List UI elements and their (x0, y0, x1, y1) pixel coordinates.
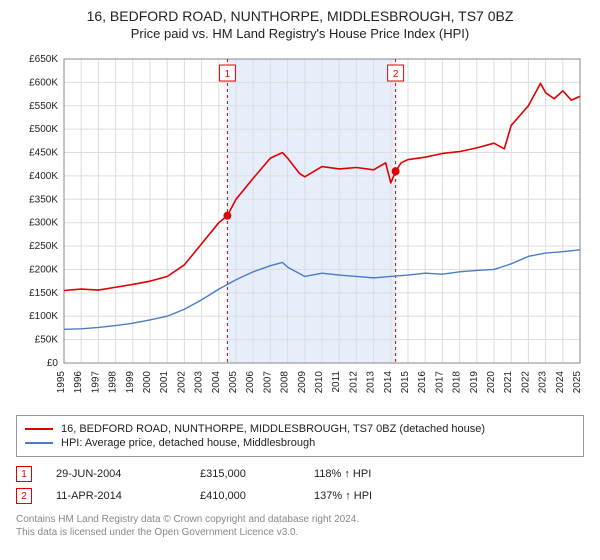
svg-text:2001: 2001 (159, 371, 170, 394)
page-subtitle: Price paid vs. HM Land Registry's House … (10, 26, 590, 41)
legend: 16, BEDFORD ROAD, NUNTHORPE, MIDDLESBROU… (16, 415, 584, 457)
svg-text:2025: 2025 (572, 371, 583, 394)
legend-item-property: 16, BEDFORD ROAD, NUNTHORPE, MIDDLESBROU… (25, 422, 575, 436)
svg-text:2017: 2017 (434, 371, 445, 394)
sale-marker-1: 1 (16, 466, 32, 482)
svg-text:1995: 1995 (56, 371, 67, 394)
svg-text:2019: 2019 (469, 371, 480, 394)
legend-label: 16, BEDFORD ROAD, NUNTHORPE, MIDDLESBROU… (61, 423, 485, 435)
svg-text:£600K: £600K (29, 77, 58, 88)
svg-text:2012: 2012 (348, 371, 359, 394)
svg-text:2014: 2014 (383, 371, 394, 394)
svg-text:2024: 2024 (555, 371, 566, 394)
svg-text:£100K: £100K (29, 311, 58, 322)
svg-text:£50K: £50K (35, 335, 59, 346)
svg-text:£650K: £650K (29, 54, 58, 65)
svg-text:2023: 2023 (538, 371, 549, 394)
svg-text:2002: 2002 (176, 371, 187, 394)
sale-price: £315,000 (200, 468, 290, 480)
svg-text:1999: 1999 (125, 371, 136, 394)
svg-text:£0: £0 (47, 358, 59, 369)
legend-item-hpi: HPI: Average price, detached house, Midd… (25, 436, 575, 450)
svg-text:2: 2 (393, 69, 399, 80)
svg-text:2021: 2021 (503, 371, 514, 394)
svg-text:2018: 2018 (452, 371, 463, 394)
sale-hpi: 118% ↑ HPI (314, 468, 424, 480)
svg-text:1: 1 (225, 69, 231, 80)
svg-text:2007: 2007 (262, 371, 273, 394)
svg-text:£150K: £150K (29, 288, 58, 299)
svg-text:£500K: £500K (29, 124, 58, 135)
svg-text:£450K: £450K (29, 148, 58, 159)
svg-text:2005: 2005 (228, 371, 239, 394)
svg-text:2008: 2008 (280, 371, 291, 394)
sale-price: £410,000 (200, 490, 290, 502)
svg-text:£550K: £550K (29, 101, 58, 112)
svg-text:1997: 1997 (90, 371, 101, 394)
price-chart: £0 £50K £100K £150K £200K £250K £300K £350K £400… (10, 47, 590, 407)
svg-text:1996: 1996 (73, 371, 84, 394)
svg-text:2020: 2020 (486, 371, 497, 394)
chart-svg: £0 £50K £100K £150K £200K £250K £300K £350K £400… (10, 47, 590, 407)
footer: Contains HM Land Registry data © Crown c… (16, 513, 584, 539)
footer-line: Contains HM Land Registry data © Crown c… (16, 513, 584, 526)
sale-date: 29-JUN-2004 (56, 468, 176, 480)
svg-text:2009: 2009 (297, 371, 308, 394)
svg-text:£250K: £250K (29, 241, 58, 252)
svg-text:2016: 2016 (417, 371, 428, 394)
svg-text:£300K: £300K (29, 218, 58, 229)
svg-text:1998: 1998 (108, 371, 119, 394)
page-title: 16, BEDFORD ROAD, NUNTHORPE, MIDDLESBROU… (10, 8, 590, 24)
svg-text:2013: 2013 (366, 371, 377, 394)
svg-text:2006: 2006 (245, 371, 256, 394)
svg-text:2003: 2003 (194, 371, 205, 394)
legend-swatch (25, 428, 53, 430)
sale-date: 11-APR-2014 (56, 490, 176, 502)
legend-swatch (25, 442, 53, 444)
svg-text:£400K: £400K (29, 171, 58, 182)
sale-hpi: 137% ↑ HPI (314, 490, 424, 502)
sale-row: 2 11-APR-2014 £410,000 137% ↑ HPI (16, 485, 584, 507)
svg-text:£350K: £350K (29, 194, 58, 205)
svg-text:2000: 2000 (142, 371, 153, 394)
svg-text:2015: 2015 (400, 371, 411, 394)
svg-text:2022: 2022 (520, 371, 531, 394)
svg-text:2010: 2010 (314, 371, 325, 394)
legend-label: HPI: Average price, detached house, Midd… (61, 437, 315, 449)
svg-text:2011: 2011 (331, 371, 342, 393)
footer-line: This data is licensed under the Open Gov… (16, 526, 584, 539)
sale-marker-2: 2 (16, 488, 32, 504)
sale-row: 1 29-JUN-2004 £315,000 118% ↑ HPI (16, 463, 584, 485)
svg-text:£200K: £200K (29, 264, 58, 275)
sales-table: 1 29-JUN-2004 £315,000 118% ↑ HPI 2 11-A… (16, 463, 584, 507)
svg-text:2004: 2004 (211, 371, 222, 394)
